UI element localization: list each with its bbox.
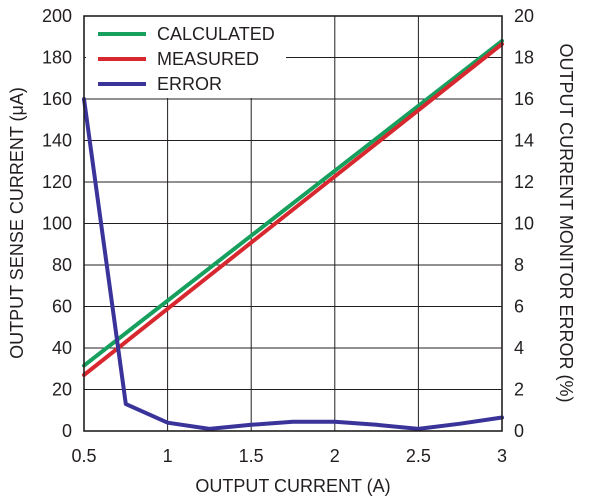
y-tick-label: 140 (42, 131, 72, 151)
y-tick-label: 40 (52, 338, 72, 358)
tick-labels: 0.5 1 1.5 2 2.5 30204060801001201401601802000… (42, 6, 534, 466)
y-tick-label: 0 (62, 421, 72, 441)
y2-tick-label: 14 (514, 131, 534, 151)
x-tick-label: 2 (330, 446, 340, 466)
x-tick-label: 1 (163, 446, 173, 466)
y-tick-label: 160 (42, 89, 72, 109)
grid (84, 16, 502, 431)
legend-label-calculated: CALCULATED (157, 24, 275, 44)
x-tick-label: 0.5 (71, 446, 96, 466)
y-axis-label: OUTPUT SENSE CURRENT (μA) (7, 87, 27, 359)
y-tick-label: 60 (52, 297, 72, 317)
series-line-error (82, 97, 504, 431)
series-line-calculated (82, 38, 504, 368)
y2-tick-label: 16 (514, 89, 534, 109)
x-tick-label: 3 (497, 446, 507, 466)
legend-label-measured: MEASURED (157, 49, 259, 69)
series-line-measured (82, 42, 504, 377)
y2-tick-label: 18 (514, 48, 534, 68)
y-tick-label: 80 (52, 255, 72, 275)
legend: CALCULATED MEASURED ERROR (86, 14, 286, 98)
y-tick-label: 100 (42, 214, 72, 234)
x-tick-label: 2.5 (406, 446, 431, 466)
y2-tick-label: 6 (514, 297, 524, 317)
y-tick-label: 20 (52, 380, 72, 400)
y-tick-label: 180 (42, 48, 72, 68)
x-axis-label: OUTPUT CURRENT (A) (195, 476, 390, 496)
y2-tick-label: 0 (514, 421, 524, 441)
x-tick-label: 1.5 (239, 446, 264, 466)
y2-tick-label: 10 (514, 214, 534, 234)
y2-tick-label: 4 (514, 338, 524, 358)
y2-tick-label: 20 (514, 6, 534, 26)
plot-frame (83, 15, 503, 432)
y-tick-label: 200 (42, 6, 72, 26)
series-lines (82, 38, 504, 431)
y2-axis-label: OUTPUT CURRENT MONITOR ERROR (%) (556, 43, 576, 402)
y2-tick-label: 2 (514, 380, 524, 400)
y2-tick-label: 12 (514, 172, 534, 192)
legend-label-error: ERROR (157, 74, 222, 94)
y2-tick-label: 8 (514, 255, 524, 275)
y-tick-label: 120 (42, 172, 72, 192)
